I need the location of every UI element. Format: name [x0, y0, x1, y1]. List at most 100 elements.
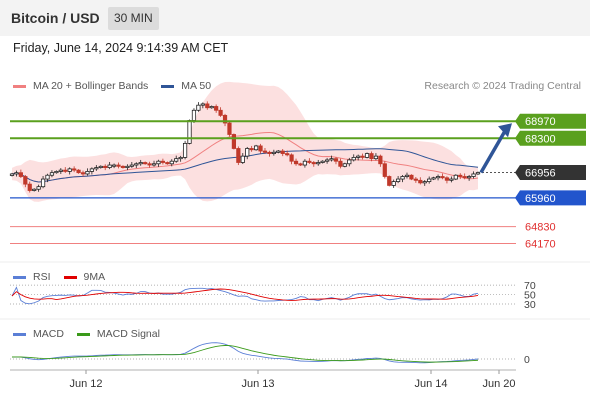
- candle: [267, 151, 272, 154]
- legend-ma20: MA 20 + Bollinger Bands: [13, 80, 148, 92]
- candle: [435, 176, 441, 179]
- candle: [76, 169, 81, 174]
- legend-rsi-swatch: [13, 275, 26, 279]
- candle: [396, 178, 401, 182]
- level-label-weak-support: 64830: [525, 222, 556, 234]
- rsi-level-label: 50: [524, 290, 536, 302]
- candle: [382, 163, 387, 177]
- candle: [231, 134, 237, 149]
- candle: [36, 186, 41, 190]
- candle: [440, 176, 445, 179]
- candle: [369, 153, 374, 160]
- candle: [364, 153, 370, 158]
- candle: [107, 164, 112, 168]
- candle: [298, 163, 303, 166]
- candle: [316, 162, 321, 165]
- x-tick-label: Jun 12: [69, 378, 102, 390]
- legend-ma50-swatch: [161, 84, 175, 88]
- candle: [449, 178, 454, 181]
- candle: [85, 171, 90, 175]
- candle: [63, 169, 68, 172]
- candle: [169, 160, 174, 165]
- candle: [418, 179, 423, 184]
- legend-ma20-swatch: [13, 84, 26, 88]
- legend-9ma: 9MA: [63, 271, 105, 283]
- candle: [453, 174, 458, 180]
- candle: [187, 120, 192, 144]
- rsi-level-label: 70: [524, 280, 536, 292]
- x-tick-label: Jun 20: [482, 378, 515, 390]
- rsi-9ma-line: [11, 288, 479, 301]
- candle: [138, 162, 143, 165]
- legend-9ma-swatch: [63, 275, 77, 279]
- candle: [103, 165, 108, 168]
- candle: [23, 176, 28, 185]
- candle: [54, 171, 59, 174]
- candle: [89, 168, 94, 172]
- candle: [214, 106, 219, 111]
- candle: [111, 164, 117, 167]
- timestamp: Friday, June 14, 2024 9:14:39 AM CET: [13, 41, 229, 55]
- level-label-text: 64170: [525, 238, 556, 250]
- candle: [134, 163, 139, 166]
- legend-rsi-label: RSI: [33, 271, 51, 283]
- candle: [227, 122, 232, 135]
- candle: [200, 103, 205, 106]
- macd-signal-line: [11, 345, 479, 363]
- candle: [293, 160, 299, 165]
- candle: [276, 150, 281, 153]
- candle: [49, 172, 55, 176]
- interval-badge[interactable]: 30 MIN: [108, 7, 159, 30]
- candle: [9, 173, 15, 176]
- level-label-box: [515, 130, 586, 146]
- candle: [98, 165, 103, 168]
- candle: [125, 165, 130, 168]
- level-label-weak-support: 64170: [525, 238, 556, 250]
- level-label-text: 68970: [525, 116, 556, 128]
- legend-ma50-label: MA 50: [181, 80, 212, 92]
- candle: [285, 153, 290, 156]
- candle: [347, 159, 352, 165]
- candle: [262, 150, 268, 153]
- legend-macd-swatch: [13, 332, 26, 336]
- candle: [249, 148, 254, 151]
- candle: [245, 148, 250, 157]
- candle: [94, 167, 99, 170]
- candle: [72, 168, 77, 171]
- level-label-resistance: 68300: [515, 130, 586, 146]
- candle: [196, 104, 201, 111]
- price-legend: MA 20 + Bollinger Bands MA 50: [13, 80, 224, 92]
- candle: [27, 183, 32, 191]
- candle: [58, 169, 63, 172]
- candle: [329, 158, 334, 161]
- level-label-box: [515, 190, 586, 206]
- macd-legend: MACD MACD Signal: [13, 328, 173, 340]
- candle: [467, 176, 472, 179]
- candle: [80, 172, 86, 175]
- candle: [236, 148, 241, 163]
- candle: [258, 145, 263, 152]
- candle: [156, 160, 161, 165]
- candle: [129, 164, 134, 167]
- legend-macd-label: MACD: [33, 328, 64, 340]
- candle: [165, 162, 170, 165]
- chart-header: Bitcoin / USD 30 MIN: [0, 0, 590, 36]
- candle: [160, 160, 165, 163]
- candle: [325, 159, 330, 162]
- legend-macd-signal: MACD Signal: [76, 328, 160, 340]
- level-label-box: [515, 165, 586, 181]
- candle: [271, 151, 276, 154]
- level-label-box: [515, 113, 586, 129]
- candle: [373, 155, 379, 160]
- candle: [218, 109, 223, 116]
- candle: [360, 155, 365, 158]
- candle: [178, 156, 183, 160]
- research-credit: Research © 2024 Trading Central: [424, 80, 581, 92]
- candle: [67, 168, 72, 172]
- forecast-arrow: [479, 128, 508, 174]
- macd-zero-label: 0: [524, 354, 530, 366]
- candle: [253, 145, 259, 151]
- candle: [404, 174, 410, 177]
- level-label-current: 66956: [515, 165, 586, 181]
